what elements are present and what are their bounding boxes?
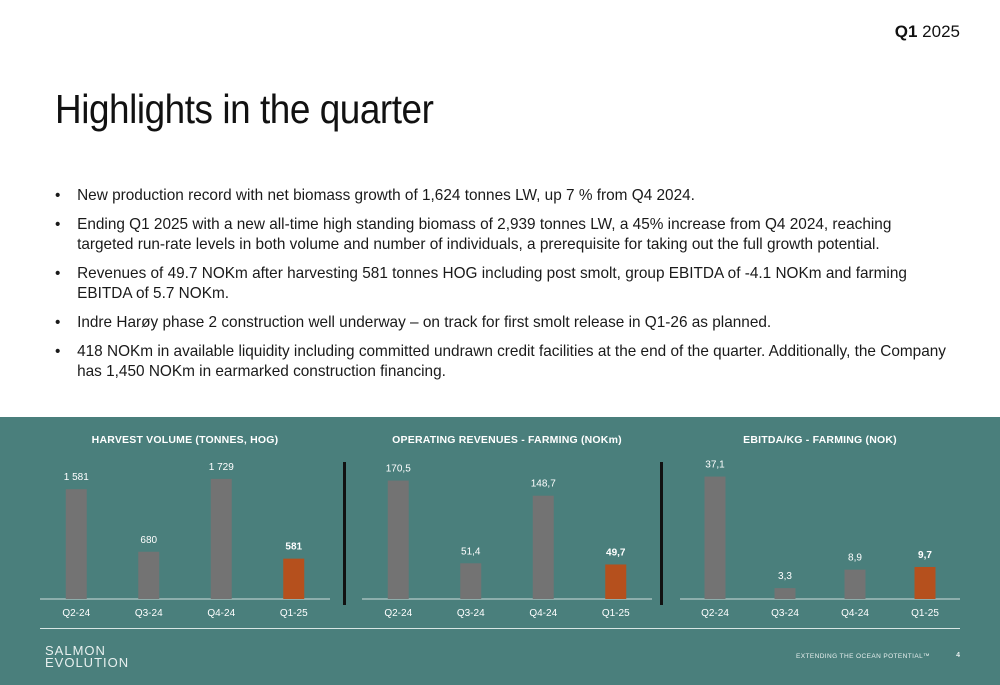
- bar-Q2-24: [65, 489, 87, 599]
- bar-Q1-25: [914, 566, 936, 599]
- chart-title: EBITDA/KG - FARMING (NOK): [743, 434, 897, 446]
- data-label: 37,1: [705, 460, 725, 471]
- chart-svg: 1 581 Q2-24 680 Q3-24 1 729 Q4-24 581 Q1-25: [40, 462, 330, 619]
- bullet-item: Ending Q1 2025 with a new all-time high …: [55, 215, 948, 255]
- tick-label: Q3-24: [457, 608, 485, 619]
- bar-Q3-24: [138, 551, 160, 599]
- data-label: 49,7: [606, 547, 626, 558]
- year: 2025: [922, 22, 960, 41]
- chart-title: OPERATING REVENUES - FARMING (NOKm): [392, 434, 622, 446]
- bar-Q2-24: [387, 480, 409, 599]
- page-title: Highlights in the quarter: [55, 86, 434, 132]
- operating-revenues-chart: OPERATING REVENUES - FARMING (NOKm) 170,…: [362, 417, 652, 637]
- bar-Q1-25: [283, 558, 305, 599]
- tick-label: Q4-24: [207, 608, 235, 619]
- tick-label: Q1-25: [602, 608, 630, 619]
- footer-divider: [40, 628, 960, 629]
- company-logo: SALMON EVOLUTION: [45, 643, 130, 670]
- tick-label: Q3-24: [135, 608, 163, 619]
- data-label: 1 581: [64, 472, 89, 483]
- data-label: 51,4: [461, 546, 481, 557]
- bar-Q2-24: [704, 476, 726, 599]
- bullet-item: 418 NOKm in available liquidity includin…: [55, 342, 948, 382]
- data-label: 581: [285, 542, 302, 553]
- harvest-volume-chart: HARVEST VOLUME (TONNES, HOG) 1 581 Q2-24 6…: [40, 417, 330, 637]
- divider: [660, 462, 663, 605]
- bar-Q1-25: [605, 564, 627, 599]
- quarter-label: Q1 2025: [895, 22, 960, 42]
- data-label: 8,9: [848, 553, 862, 564]
- data-label: 1 729: [209, 462, 234, 473]
- tick-label: Q4-24: [841, 608, 869, 619]
- tick-label: Q2-24: [384, 608, 412, 619]
- chart-title: HARVEST VOLUME (TONNES, HOG): [91, 434, 279, 446]
- quarter: Q1: [894, 22, 918, 41]
- logo-line1: SALMON: [45, 643, 106, 658]
- tick-label: Q3-24: [771, 608, 799, 619]
- data-label: 148,7: [531, 479, 556, 490]
- tick-label: Q1-25: [280, 608, 308, 619]
- tick-label: Q2-24: [701, 608, 729, 619]
- ebitda-kg-chart: EBITDA/KG - FARMING (NOK) 37,1 Q2-24 3,3 Q3…: [680, 417, 960, 637]
- tagline: EXTENDING THE OCEAN POTENTIAL™: [796, 653, 930, 660]
- highlights-list: New production record with net biomass g…: [55, 186, 985, 391]
- bar-Q3-24: [460, 563, 482, 599]
- bar-Q4-24: [532, 495, 554, 599]
- data-label: 680: [140, 535, 157, 546]
- bullet-item: New production record with net biomass g…: [55, 186, 948, 206]
- tick-label: Q4-24: [529, 608, 557, 619]
- data-label: 9,7: [918, 550, 932, 561]
- bar-Q4-24: [210, 478, 232, 599]
- bullet-item: Revenues of 49.7 NOKm after harvesting 5…: [55, 264, 948, 304]
- chart-svg: 170,5 Q2-24 51,4 Q3-24 148,7 Q4-24 49,7 Q1-25: [362, 464, 652, 619]
- logo-line2: EVOLUTION: [45, 655, 130, 670]
- data-label: 3,3: [778, 571, 792, 582]
- data-label: 170,5: [386, 464, 411, 475]
- chart-svg: 37,1 Q2-24 3,3 Q3-24 8,9 Q4-24 9,7 Q1-25: [680, 460, 960, 619]
- page-number: 4: [956, 652, 960, 659]
- charts-panel: HARVEST VOLUME (TONNES, HOG) 1 581 Q2-24 6…: [0, 417, 1000, 685]
- tick-label: Q1-25: [911, 608, 939, 619]
- tick-label: Q2-24: [62, 608, 90, 619]
- bullet-item: Indre Harøy phase 2 construction well un…: [55, 313, 948, 333]
- bar-Q4-24: [844, 569, 866, 599]
- bar-Q3-24: [774, 588, 796, 599]
- divider: [343, 462, 346, 605]
